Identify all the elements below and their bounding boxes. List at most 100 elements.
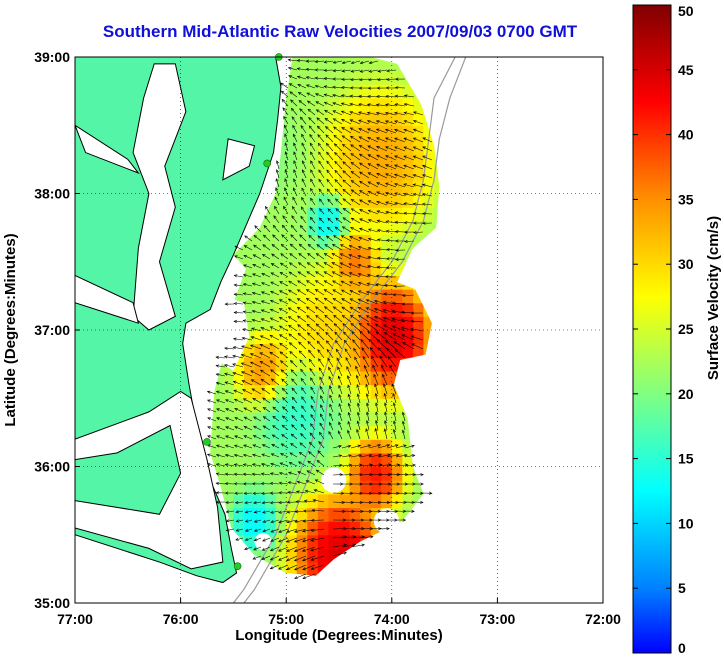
vector-shaft (350, 144, 361, 152)
vector-shaft (243, 293, 253, 296)
vector-shaft (385, 192, 397, 197)
vector-head (352, 527, 356, 531)
vector-shaft (293, 134, 298, 143)
vector-head (323, 306, 328, 310)
vector-head (323, 101, 328, 105)
vector-shaft (403, 146, 415, 152)
vector-shaft (270, 317, 280, 323)
vector-shaft (351, 331, 361, 341)
vector-shaft (315, 271, 325, 278)
vector-head (301, 539, 306, 543)
vector-head (403, 202, 407, 206)
vector-head (306, 100, 311, 104)
vector-shaft (262, 244, 271, 251)
vector-shaft (279, 482, 289, 485)
vector-head (359, 69, 363, 73)
vector-shaft (341, 95, 352, 98)
vector-head (341, 226, 346, 230)
vector-head (287, 316, 292, 320)
vector-head (271, 434, 276, 438)
vector-head (290, 224, 295, 229)
vector-head (395, 444, 399, 448)
vector-head (346, 375, 350, 379)
vector-head (394, 211, 398, 215)
vector-shaft (297, 333, 307, 341)
vector-head (393, 420, 397, 425)
vector-shaft (252, 555, 262, 560)
vector-shaft (291, 108, 298, 116)
vector-head (224, 302, 229, 306)
vector-head (283, 205, 287, 210)
vector-shaft (310, 207, 316, 215)
vector-shaft (367, 190, 379, 197)
vector-head (349, 290, 354, 293)
vector-head (297, 461, 302, 465)
vector-shaft (338, 403, 343, 413)
vector-head (350, 189, 355, 193)
vector-shaft (391, 383, 397, 395)
vector-shaft (318, 358, 325, 368)
vector-head (318, 188, 322, 192)
vector-shaft (226, 519, 235, 522)
vector-shaft (332, 271, 343, 278)
vector-head (331, 252, 336, 256)
vector-shaft (254, 537, 262, 541)
vector-head (367, 181, 372, 185)
vector-head (233, 389, 237, 393)
vector-shaft (367, 283, 379, 287)
vector-head (347, 420, 351, 425)
vector-head (326, 151, 330, 156)
vector-head (363, 364, 367, 369)
vector-shaft (403, 174, 415, 179)
vector-head (377, 347, 382, 351)
vector-shaft (349, 236, 361, 242)
vector-shaft (376, 182, 388, 188)
vector-shaft (235, 510, 244, 513)
vector-shaft (278, 519, 289, 523)
vector-head (287, 66, 292, 70)
vector-head (353, 347, 357, 352)
vector-head (343, 527, 347, 531)
vector-head (244, 528, 249, 532)
vector-shaft (243, 311, 253, 314)
vector-shaft (270, 546, 280, 552)
vector-head (367, 330, 371, 335)
vector-shaft (367, 96, 379, 98)
vector-shaft (300, 433, 307, 440)
vector-shaft (234, 426, 244, 431)
vector-shaft (384, 411, 388, 422)
vector-shaft (224, 356, 235, 359)
vector-head (376, 78, 381, 82)
vector-head (291, 378, 295, 382)
vector-head (404, 453, 408, 457)
vector-head (234, 426, 238, 430)
vector-shaft (335, 340, 343, 350)
vector-head (341, 135, 346, 139)
vector-head (304, 489, 309, 493)
vector-head (382, 383, 386, 387)
vector-head (308, 441, 313, 446)
vector-shaft (365, 374, 370, 386)
vector-head (310, 528, 315, 532)
vector-head (349, 86, 354, 90)
vector-head (242, 328, 246, 332)
vector-shaft (328, 431, 334, 440)
vector-head (282, 397, 286, 401)
vector-head (349, 102, 353, 106)
vector-shaft (385, 201, 397, 206)
vector-shaft (340, 262, 352, 269)
vector-shaft (334, 170, 343, 179)
vector-head (403, 221, 408, 225)
vector-shaft (270, 463, 280, 467)
vector-shaft (245, 519, 253, 523)
vector-head (338, 444, 342, 448)
vector-head (233, 283, 238, 287)
vector-shaft (402, 342, 415, 350)
vector-head (412, 111, 417, 115)
vector-head (252, 444, 257, 448)
vector-head (375, 137, 380, 141)
vector-shaft (309, 432, 316, 440)
vector-shaft (288, 307, 298, 314)
vector-shaft (284, 125, 289, 134)
vector-head (270, 369, 274, 373)
